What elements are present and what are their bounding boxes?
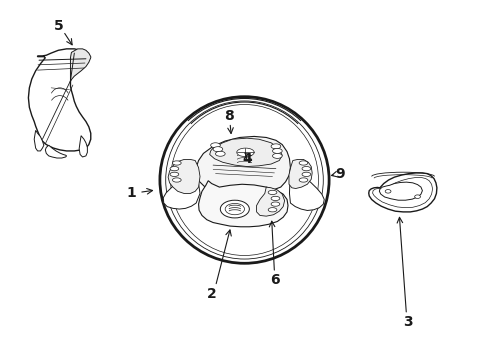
Ellipse shape: [270, 202, 279, 206]
Polygon shape: [379, 182, 422, 200]
Text: 4: 4: [242, 152, 251, 166]
Polygon shape: [256, 187, 284, 216]
Text: 3: 3: [402, 315, 412, 329]
Ellipse shape: [270, 196, 279, 201]
Ellipse shape: [270, 144, 280, 149]
Text: 1: 1: [126, 186, 136, 201]
Ellipse shape: [160, 97, 328, 263]
Ellipse shape: [272, 153, 282, 158]
Ellipse shape: [267, 208, 276, 212]
Ellipse shape: [299, 178, 307, 182]
Polygon shape: [368, 173, 436, 212]
Polygon shape: [34, 130, 44, 151]
Ellipse shape: [385, 190, 390, 193]
Polygon shape: [168, 159, 200, 193]
Ellipse shape: [224, 203, 244, 215]
Ellipse shape: [210, 143, 220, 148]
Ellipse shape: [172, 161, 181, 165]
Polygon shape: [163, 168, 200, 209]
Polygon shape: [28, 49, 91, 151]
Ellipse shape: [299, 161, 307, 165]
Ellipse shape: [215, 151, 224, 156]
Polygon shape: [288, 159, 311, 189]
Text: 2: 2: [206, 287, 216, 301]
Ellipse shape: [302, 172, 310, 176]
Polygon shape: [45, 145, 66, 158]
Ellipse shape: [170, 172, 179, 176]
Text: 5: 5: [53, 19, 63, 33]
Polygon shape: [198, 181, 287, 227]
Polygon shape: [79, 136, 87, 157]
Ellipse shape: [414, 195, 420, 198]
Polygon shape: [223, 193, 273, 215]
Polygon shape: [196, 136, 290, 194]
Ellipse shape: [302, 167, 310, 171]
Polygon shape: [70, 49, 91, 81]
Ellipse shape: [267, 190, 276, 194]
Polygon shape: [209, 138, 282, 167]
Text: 8: 8: [224, 109, 233, 123]
Text: 6: 6: [269, 273, 279, 287]
Text: 9: 9: [335, 167, 345, 181]
Ellipse shape: [220, 200, 249, 218]
Ellipse shape: [213, 147, 223, 152]
Ellipse shape: [170, 167, 179, 171]
Ellipse shape: [272, 148, 282, 153]
Polygon shape: [289, 168, 324, 211]
Ellipse shape: [172, 178, 181, 182]
Ellipse shape: [236, 148, 254, 157]
